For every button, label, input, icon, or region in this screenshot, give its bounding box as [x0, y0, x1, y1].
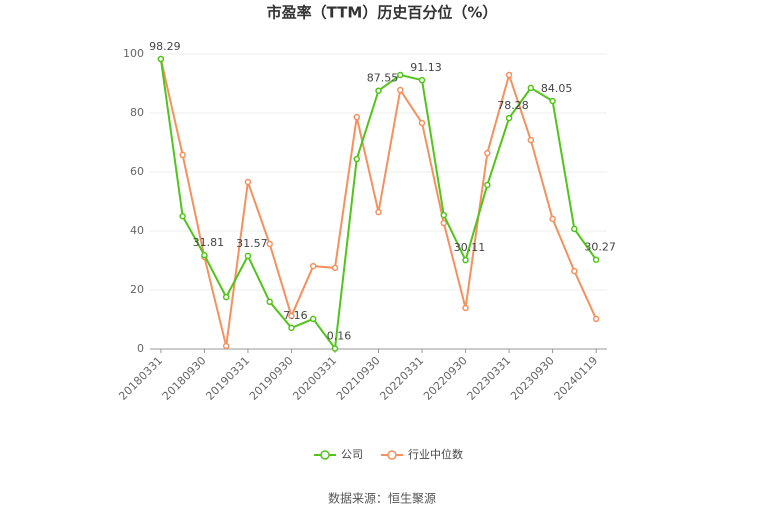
- legend-label: 行业中位数: [408, 447, 463, 461]
- point: [375, 87, 382, 94]
- x-tick-label: 20180930: [160, 354, 209, 403]
- point: [244, 178, 252, 186]
- point: [222, 342, 230, 350]
- point: [462, 304, 469, 312]
- point: [397, 71, 404, 79]
- point: [549, 97, 556, 105]
- point: [592, 315, 600, 323]
- y-tick-label: 80: [130, 106, 144, 119]
- y-tick-label: 20: [130, 283, 144, 296]
- data-label: 7.16: [283, 309, 308, 322]
- y-tick-label: 40: [130, 224, 144, 237]
- point: [201, 251, 208, 259]
- point: [288, 312, 295, 320]
- legend-marker: [387, 450, 397, 460]
- point: [592, 256, 600, 263]
- data-label: 78.28: [497, 99, 529, 112]
- point: [527, 136, 535, 144]
- point: [331, 264, 339, 272]
- x-tick-label: 20230331: [465, 354, 514, 403]
- point: [244, 252, 252, 260]
- x-tick-label: 20210930: [334, 354, 383, 403]
- point: [266, 298, 273, 306]
- y-tick-label: 100: [123, 47, 144, 60]
- point: [179, 213, 186, 220]
- point: [222, 293, 230, 301]
- legend-marker: [320, 450, 330, 460]
- x-tick-label: 20220331: [377, 354, 426, 403]
- legend-item: 公司: [314, 448, 363, 461]
- point: [418, 119, 426, 127]
- x-tick-label: 20230930: [508, 354, 557, 403]
- point: [157, 55, 165, 63]
- point: [353, 155, 360, 163]
- point: [484, 181, 491, 189]
- source: 数据来源：恒生聚源: [328, 491, 436, 506]
- x-tick-label: 20240119: [552, 354, 601, 403]
- x-tick-label: 20190930: [247, 354, 296, 403]
- point: [266, 240, 273, 248]
- point: [397, 86, 404, 94]
- point: [331, 345, 339, 352]
- y-tick-label: 0: [137, 342, 144, 355]
- point: [527, 84, 535, 92]
- point: [309, 262, 317, 270]
- point: [462, 256, 469, 264]
- data-label: 31.81: [193, 236, 225, 249]
- point: [288, 324, 295, 332]
- data-label: 0.16: [327, 330, 352, 343]
- point: [505, 114, 513, 122]
- y-tick-label: 60: [130, 165, 144, 178]
- data-label: 84.05: [541, 82, 573, 95]
- point: [440, 211, 448, 219]
- point: [375, 208, 382, 216]
- data-label: 87.55: [367, 72, 399, 85]
- point: [309, 315, 317, 323]
- point: [505, 71, 513, 79]
- x-tick-label: 20180331: [116, 354, 165, 403]
- point: [549, 215, 556, 223]
- data-label: 30.27: [584, 241, 616, 254]
- chart-title: 市盈率（TTM）历史百分位（%）: [267, 4, 498, 22]
- legend-label: 公司: [341, 448, 363, 461]
- point: [440, 219, 448, 227]
- point: [353, 113, 360, 121]
- data-label: 31.57: [236, 237, 268, 250]
- series-line: [159, 58, 598, 347]
- legend-item: 行业中位数: [381, 447, 463, 461]
- point: [418, 76, 426, 84]
- x-tick-label: 20200331: [290, 354, 339, 403]
- point: [484, 149, 491, 157]
- series-line: [159, 58, 597, 352]
- data-label: 91.13: [410, 61, 442, 74]
- data-label: 98.29: [149, 40, 181, 53]
- point: [179, 151, 186, 159]
- x-tick-label: 20220930: [421, 354, 470, 403]
- data-label: 30.11: [454, 241, 486, 254]
- point: [571, 267, 578, 275]
- x-tick-label: 20190331: [203, 354, 252, 403]
- point: [571, 225, 578, 233]
